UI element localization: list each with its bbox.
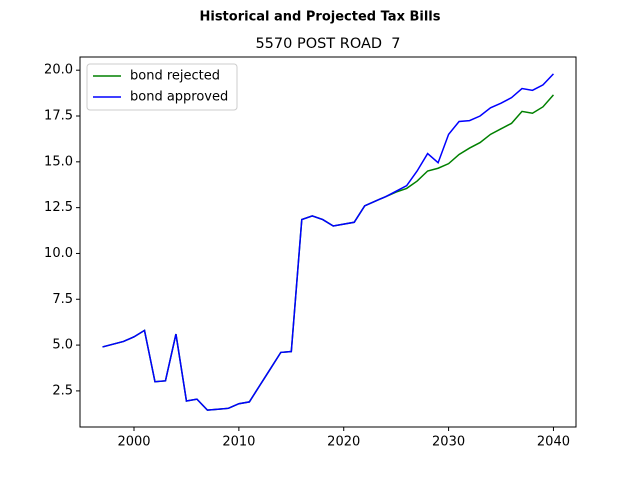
x-tick-label: 2000 — [117, 435, 150, 450]
legend-label: bond rejected — [130, 69, 220, 84]
y-tick-label: 2.5 — [52, 383, 73, 398]
y-tick-label: 10.0 — [44, 246, 73, 261]
line-series — [102, 73, 554, 411]
y-tick-label: 7.5 — [52, 292, 73, 307]
x-tick-label: 2020 — [327, 435, 360, 450]
y-tick-label: 20.0 — [44, 63, 73, 78]
legend-label: bond approved — [130, 90, 228, 105]
x-tick-label: 2040 — [537, 435, 570, 450]
y-tick-label: 15.0 — [44, 154, 73, 169]
chart-title: Historical and Projected Tax Bills — [199, 10, 440, 25]
chart-subtitle: 5570 POST ROAD 7 — [255, 36, 400, 52]
y-tick-label: 17.5 — [44, 109, 73, 124]
x-tick-label: 2010 — [222, 435, 255, 450]
x-tick-label: 2030 — [432, 435, 465, 450]
legend-box — [86, 63, 238, 111]
axes-frame — [79, 56, 577, 428]
y-tick-label: 5.0 — [52, 338, 73, 353]
y-tick-label: 12.5 — [44, 200, 73, 215]
